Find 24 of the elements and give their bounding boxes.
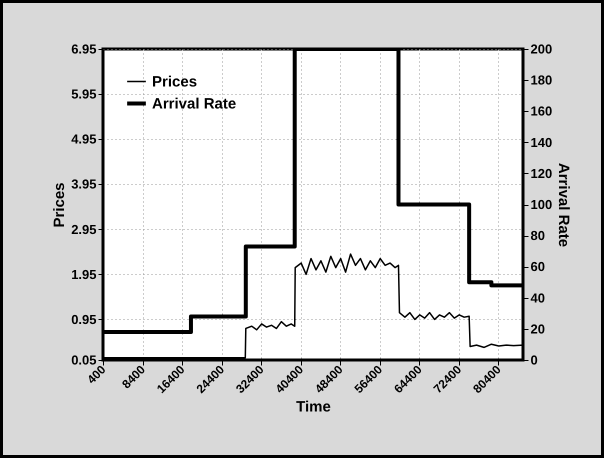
y2-tick-label: 80 — [530, 228, 545, 244]
x-axis-title: Time — [296, 398, 331, 416]
y-tick-label: 1.95 — [71, 266, 96, 282]
y2-axis-title: Arrival Rate — [555, 162, 572, 248]
y2-tick-label: 100 — [530, 197, 552, 212]
legend-label: Arrival Rate — [152, 96, 236, 112]
y-tick-label: 2.95 — [71, 222, 96, 237]
legend-label: Prices — [152, 74, 198, 90]
y2-tick-label: 0 — [530, 352, 538, 368]
y2-tick-label: 120 — [530, 166, 552, 181]
y-tick-label: 4.95 — [71, 132, 96, 147]
y-axis-title: Prices — [51, 182, 68, 228]
y2-tick-label: 200 — [530, 42, 552, 56]
y2-tick-label: 40 — [530, 290, 545, 306]
y2-tick-label: 60 — [530, 259, 545, 274]
y-tick-label: 6.95 — [71, 42, 96, 56]
y2-tick-label: 140 — [530, 134, 552, 150]
y2-tick-label: 180 — [530, 72, 552, 88]
y-tick-label: 0.95 — [71, 312, 96, 327]
y2-tick-label: 160 — [530, 104, 552, 119]
y-tick-label: 5.95 — [71, 86, 96, 102]
y2-tick-label: 20 — [530, 321, 545, 336]
y-tick-label: 3.95 — [71, 176, 96, 192]
y-tick-label: 0.05 — [71, 352, 96, 368]
